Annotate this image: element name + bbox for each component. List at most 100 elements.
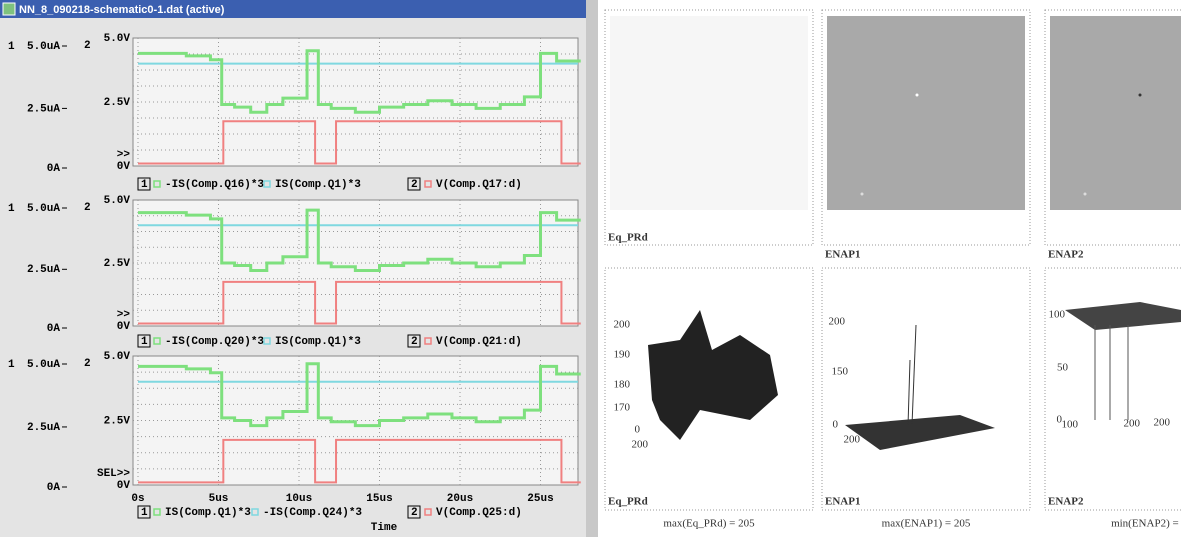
- surface-label: ENAP1: [825, 496, 860, 508]
- legend-box: [407, 505, 421, 519]
- surface-tick: 200: [614, 319, 631, 331]
- marker: >>: [117, 149, 131, 161]
- y2-tick-label: 0V: [117, 480, 131, 492]
- legend-entry: IS(Comp.Q1)*3: [275, 336, 361, 348]
- legend-entry: V(Comp.Q25:d): [436, 507, 522, 519]
- y2-tick-label: 0V: [117, 321, 131, 333]
- surface: [845, 415, 995, 450]
- legend-box: [407, 334, 421, 348]
- surface-tick: 200: [1124, 418, 1141, 430]
- y1-tick-label: 2.5uA: [27, 264, 60, 276]
- surface-tick: 200: [1154, 417, 1171, 429]
- y2-tick-label: 5.0V: [104, 351, 131, 363]
- window-icon: [2, 2, 16, 16]
- pixel: [915, 93, 919, 97]
- surface-tick: 0: [635, 424, 641, 436]
- x-tick-label: 25us: [527, 493, 553, 505]
- spike: [911, 324, 917, 426]
- y1-tick-label: 5.0uA: [27, 41, 60, 53]
- x-tick-label: 10us: [286, 493, 312, 505]
- surface-tick: 200: [632, 439, 649, 451]
- legend-entry: IS(Comp.Q1)*3: [275, 179, 361, 191]
- image: [1050, 16, 1181, 210]
- surface-tick: 0: [1057, 414, 1063, 426]
- axis1-id: 1: [8, 359, 15, 371]
- axis2-id: 2: [84, 202, 91, 214]
- pixel: [1138, 93, 1142, 97]
- image: [827, 16, 1025, 210]
- legend-entry: -IS(Comp.Q20)*3: [165, 336, 264, 348]
- surface-tick: 100: [1049, 309, 1066, 321]
- x-tick-label: 20us: [447, 493, 473, 505]
- legend-entry: 1: [141, 336, 148, 348]
- y2-tick-label: 2.5V: [104, 415, 131, 427]
- legend-symbol: [153, 180, 161, 188]
- surface-frame: [821, 267, 1031, 511]
- y2-tick-label: 0V: [117, 161, 131, 173]
- legend-entry: IS(Comp.Q1)*3: [165, 507, 251, 519]
- y1-tick-label: 0A: [47, 323, 61, 335]
- red-trace: [138, 280, 581, 325]
- surface-tick: 0: [833, 419, 839, 431]
- pixel: [860, 192, 864, 196]
- surface-tick: 100: [1062, 419, 1079, 431]
- divider: [586, 0, 598, 537]
- y2-tick-label: 5.0V: [104, 195, 131, 207]
- legend-entry: 2: [411, 507, 418, 519]
- surface-label: ENAP2: [1048, 496, 1084, 508]
- red-trace: [138, 438, 581, 484]
- marker: >>: [117, 309, 131, 321]
- image-label: ENAP1: [825, 249, 860, 261]
- y1-tick-label: 5.0uA: [27, 359, 60, 371]
- x-tick-label: 0s: [131, 493, 144, 505]
- legend-entry: 2: [411, 336, 418, 348]
- surface-tick: 50: [1057, 362, 1069, 374]
- surface-stat: max(Eq_PRd) = 205: [663, 518, 755, 530]
- axis2-id: 2: [84, 40, 91, 52]
- spike: [907, 359, 911, 427]
- green-trace: [138, 208, 581, 273]
- marker: SEL>>: [97, 468, 130, 480]
- legend-entry: 2: [411, 179, 418, 191]
- y1-tick-label: 5.0uA: [27, 203, 60, 215]
- image-label: Eq_PRd: [608, 232, 648, 244]
- x-tick-label: 5us: [209, 493, 229, 505]
- window-title[interactable]: NN_8_090218-schematic0-1.dat (active): [19, 4, 225, 16]
- plot-area: [132, 37, 579, 167]
- legend-symbol: [424, 508, 432, 516]
- green-trace: [138, 49, 581, 114]
- surface-label: Eq_PRd: [608, 496, 648, 508]
- y2-tick-label: 2.5V: [104, 258, 131, 270]
- surface-tick: 180: [614, 379, 631, 391]
- surface-frame: [1044, 267, 1181, 511]
- surface: [1065, 302, 1181, 330]
- legend-symbol: [263, 180, 271, 188]
- y2-tick-label: 5.0V: [104, 33, 131, 45]
- title-bar: [0, 0, 586, 18]
- legend-box: [137, 334, 151, 348]
- legend-box: [137, 177, 151, 191]
- y1-tick-label: 2.5uA: [27, 422, 60, 434]
- legend-symbol: [153, 508, 161, 516]
- surface-tick: 190: [614, 349, 631, 361]
- surface-stat: max(ENAP1) = 205: [882, 518, 971, 530]
- legend-entry: -IS(Comp.Q24)*3: [263, 507, 362, 519]
- surface: [648, 310, 778, 440]
- legend-box: [137, 505, 151, 519]
- y1-tick-label: 0A: [47, 163, 61, 175]
- red-trace: [138, 120, 581, 165]
- surface-tick: 170: [614, 402, 631, 414]
- legend-entry: 1: [141, 507, 148, 519]
- y1-tick-label: 2.5uA: [27, 103, 60, 115]
- x-tick-label: 15us: [366, 493, 392, 505]
- legend-entry: -IS(Comp.Q16)*3: [165, 179, 264, 191]
- y2-tick-label: 2.5V: [104, 97, 131, 109]
- axis2-id: 2: [84, 358, 91, 370]
- axis1-id: 1: [8, 41, 15, 53]
- pixel: [1083, 192, 1087, 196]
- y1-tick-label: 0A: [47, 482, 61, 494]
- image: [610, 16, 808, 210]
- legend-entry: V(Comp.Q21:d): [436, 336, 522, 348]
- legend-symbol: [263, 337, 271, 345]
